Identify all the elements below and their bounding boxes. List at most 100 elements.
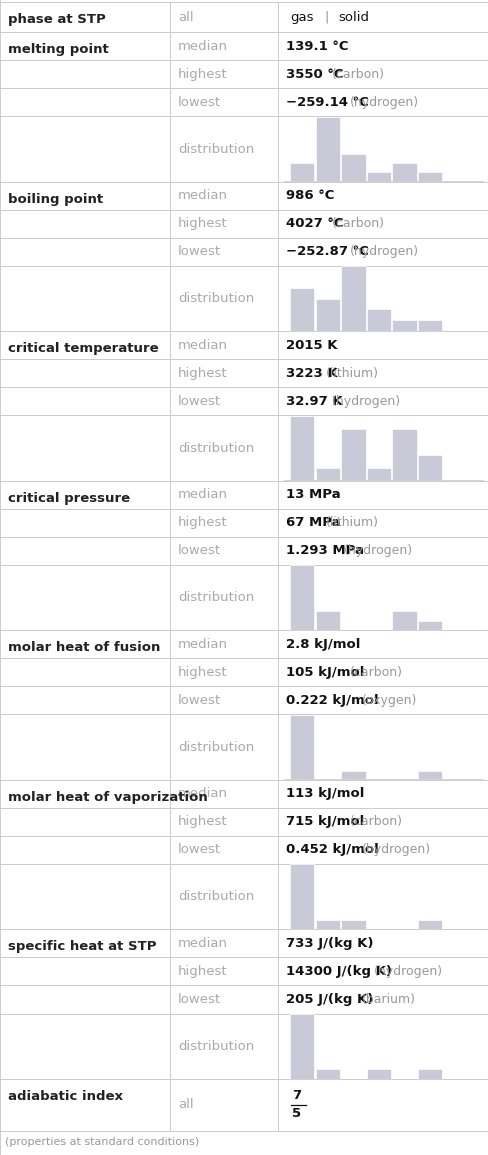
Bar — [315, 117, 339, 181]
Text: lowest: lowest — [178, 694, 221, 707]
Text: 105 kJ/mol: 105 kJ/mol — [285, 665, 364, 679]
Text: melting point: melting point — [8, 43, 108, 57]
Text: highest: highest — [178, 516, 227, 529]
Text: −252.87 °C: −252.87 °C — [285, 245, 368, 259]
Text: highest: highest — [178, 367, 227, 380]
Bar — [289, 163, 314, 181]
Text: (hydrogen): (hydrogen) — [349, 245, 418, 259]
Text: (carbon): (carbon) — [331, 217, 384, 230]
Text: 14300 J/(kg K): 14300 J/(kg K) — [285, 964, 391, 978]
Text: (hydrogen): (hydrogen) — [361, 843, 430, 857]
Bar — [392, 611, 416, 629]
Text: 67 MPa: 67 MPa — [285, 516, 340, 529]
Bar — [366, 172, 390, 181]
Text: 4027 °C: 4027 °C — [285, 217, 343, 230]
Bar — [289, 288, 314, 331]
Text: (hydrogen): (hydrogen) — [331, 395, 400, 408]
Bar — [392, 429, 416, 480]
Text: (lithium): (lithium) — [325, 367, 378, 380]
Bar — [315, 298, 339, 331]
Bar — [341, 919, 365, 929]
Text: 7: 7 — [291, 1089, 301, 1102]
Bar — [417, 1070, 442, 1079]
Text: critical temperature: critical temperature — [8, 342, 158, 355]
Text: distribution: distribution — [178, 891, 254, 903]
Bar — [289, 715, 314, 780]
Text: 113 kJ/mol: 113 kJ/mol — [285, 788, 364, 800]
Bar — [417, 620, 442, 629]
Text: (properties at standard conditions): (properties at standard conditions) — [5, 1137, 199, 1147]
Text: solid: solid — [337, 10, 368, 23]
Text: all: all — [178, 1098, 193, 1111]
Bar — [315, 919, 339, 929]
Text: median: median — [178, 489, 227, 501]
Text: median: median — [178, 788, 227, 800]
Text: (hydrogen): (hydrogen) — [373, 964, 442, 978]
Text: 0.452 kJ/mol: 0.452 kJ/mol — [285, 843, 378, 857]
Text: molar heat of vaporization: molar heat of vaporization — [8, 791, 207, 804]
Bar — [417, 919, 442, 929]
Bar — [289, 1014, 314, 1079]
Text: (oxygen): (oxygen) — [361, 694, 417, 707]
Text: highest: highest — [178, 68, 227, 81]
Text: distribution: distribution — [178, 292, 254, 305]
Text: gas: gas — [289, 10, 313, 23]
Text: all: all — [178, 10, 193, 23]
Text: molar heat of fusion: molar heat of fusion — [8, 641, 160, 654]
Text: critical pressure: critical pressure — [8, 492, 130, 505]
Text: 0.222 kJ/mol: 0.222 kJ/mol — [285, 694, 378, 707]
Text: median: median — [178, 937, 227, 949]
Text: lowest: lowest — [178, 843, 221, 857]
Bar — [417, 172, 442, 181]
Text: (hydrogen): (hydrogen) — [343, 544, 412, 558]
Text: 3550 °C: 3550 °C — [285, 68, 343, 81]
Text: lowest: lowest — [178, 544, 221, 558]
Text: distribution: distribution — [178, 441, 254, 455]
Text: 3223 K: 3223 K — [285, 367, 337, 380]
Bar — [366, 310, 390, 331]
Bar — [289, 565, 314, 629]
Text: (barium): (barium) — [361, 993, 415, 1006]
Text: highest: highest — [178, 665, 227, 679]
Bar — [366, 1070, 390, 1079]
Text: 2015 K: 2015 K — [285, 338, 337, 351]
Text: distribution: distribution — [178, 1040, 254, 1052]
Text: 13 MPa: 13 MPa — [285, 489, 340, 501]
Text: specific heat at STP: specific heat at STP — [8, 940, 156, 953]
Text: 715 kJ/mol: 715 kJ/mol — [285, 815, 364, 828]
Text: 733 J/(kg K): 733 J/(kg K) — [285, 937, 373, 949]
Text: median: median — [178, 338, 227, 351]
Text: median: median — [178, 638, 227, 650]
Text: lowest: lowest — [178, 993, 221, 1006]
Bar — [315, 468, 339, 480]
Bar — [366, 468, 390, 480]
Text: (carbon): (carbon) — [331, 68, 384, 81]
Text: phase at STP: phase at STP — [8, 13, 105, 27]
Text: 1.293 MPa: 1.293 MPa — [285, 544, 363, 558]
Text: 32.97 K: 32.97 K — [285, 395, 342, 408]
Text: highest: highest — [178, 217, 227, 230]
Text: (carbon): (carbon) — [349, 815, 402, 828]
Text: distribution: distribution — [178, 142, 254, 156]
Text: 986 °C: 986 °C — [285, 189, 334, 202]
Text: highest: highest — [178, 964, 227, 978]
Bar — [341, 266, 365, 331]
Bar — [341, 772, 365, 780]
Text: median: median — [178, 39, 227, 53]
Bar — [417, 772, 442, 780]
Text: 139.1 °C: 139.1 °C — [285, 39, 348, 53]
Text: lowest: lowest — [178, 245, 221, 259]
Text: boiling point: boiling point — [8, 193, 103, 206]
Bar — [315, 611, 339, 629]
Bar — [341, 154, 365, 181]
Text: median: median — [178, 189, 227, 202]
Text: 205 J/(kg K): 205 J/(kg K) — [285, 993, 373, 1006]
Text: (lithium): (lithium) — [325, 516, 378, 529]
Bar — [341, 429, 365, 480]
Bar — [392, 320, 416, 331]
Bar — [289, 864, 314, 929]
Text: −259.14 °C: −259.14 °C — [285, 96, 368, 109]
Text: (carbon): (carbon) — [349, 665, 402, 679]
Bar — [392, 163, 416, 181]
Text: |: | — [324, 10, 328, 23]
